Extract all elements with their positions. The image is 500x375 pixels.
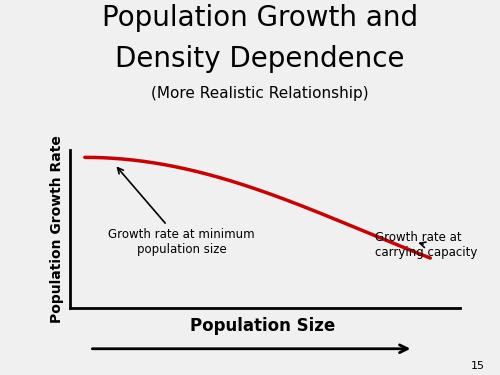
Text: Density Dependence: Density Dependence	[115, 45, 405, 73]
Text: Growth rate at
carrying capacity: Growth rate at carrying capacity	[374, 231, 477, 259]
Text: 15: 15	[471, 361, 485, 371]
Text: Population Growth and: Population Growth and	[102, 4, 418, 32]
Text: Population Size: Population Size	[190, 317, 335, 335]
Text: (More Realistic Relationship): (More Realistic Relationship)	[151, 86, 369, 101]
Y-axis label: Population Growth Rate: Population Growth Rate	[50, 135, 64, 322]
Text: Growth rate at minimum
population size: Growth rate at minimum population size	[108, 168, 255, 256]
